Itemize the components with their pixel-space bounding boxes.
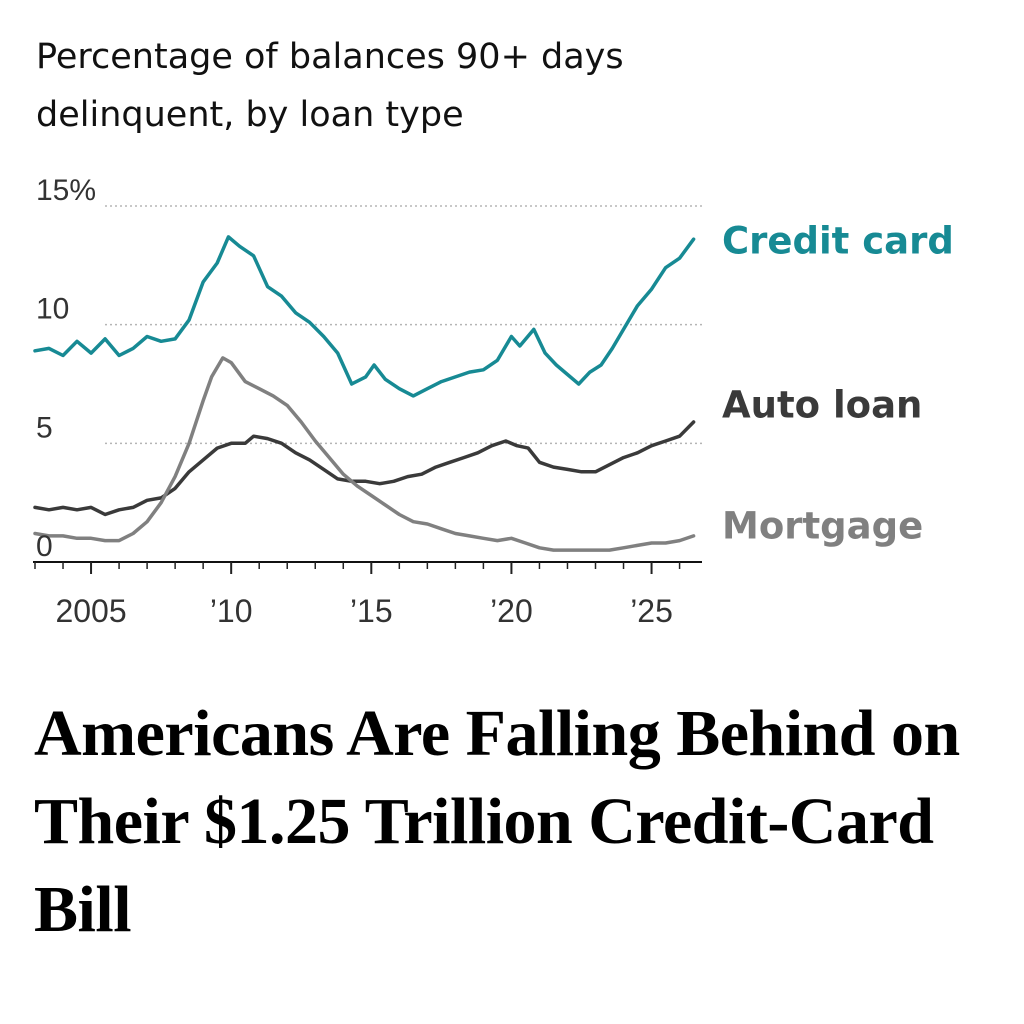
series-line-credit-card (33, 235, 696, 398)
x-axis (33, 561, 702, 574)
y-tick-label-15: 15% (36, 174, 96, 207)
x-tick-label-2015: ’15 (350, 593, 393, 629)
series-label-auto-loan: Auto loan (722, 383, 922, 426)
x-tick-label-2005: 2005 (55, 593, 126, 629)
article-headline: Americans Are Falling Behind on Their $1… (34, 697, 960, 946)
series-lines (33, 235, 696, 552)
y-tick-label-10: 10 (36, 293, 69, 326)
series-label-mortgage: Mortgage (722, 504, 923, 547)
series-line-auto-loan (33, 420, 696, 517)
chart-title: Percentage of balances 90+ days delinque… (36, 37, 624, 135)
x-tick-label-2020: ’20 (490, 593, 533, 629)
series-label-credit-card: Credit card (722, 220, 954, 263)
y-tick-label-0: 0 (36, 530, 53, 563)
x-tick-label-2010: ’10 (210, 593, 253, 629)
y-tick-label-5: 5 (36, 411, 53, 444)
grid-lines (105, 205, 702, 445)
x-tick-label-2025: ’25 (630, 593, 673, 629)
series-line-mortgage (33, 356, 696, 552)
